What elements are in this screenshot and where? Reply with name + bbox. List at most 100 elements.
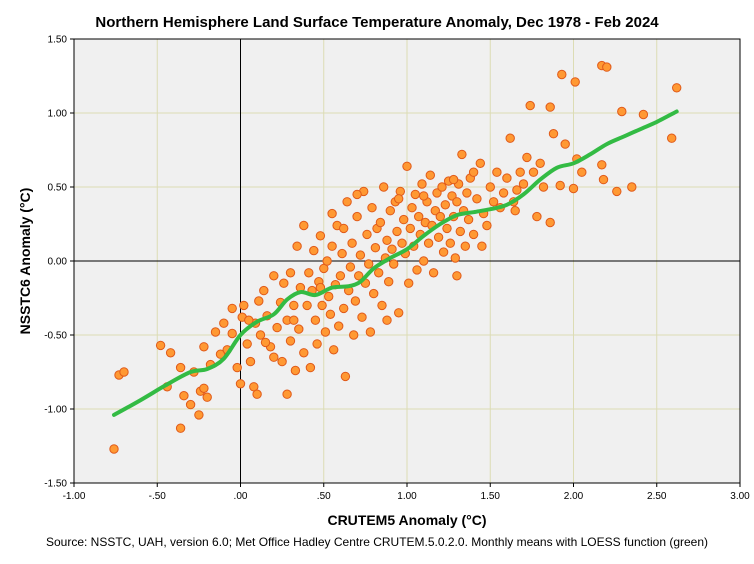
data-point-103 (387, 244, 397, 254)
x-tick-label-7: 2.50 (647, 491, 667, 502)
loess-line (112, 109, 679, 417)
data-point-185 (598, 174, 609, 185)
data-point-78 (345, 262, 356, 272)
data-point-25 (239, 300, 249, 311)
data-point-88 (362, 229, 372, 240)
data-point-152 (472, 194, 482, 204)
data-point-84 (355, 250, 366, 260)
data-point-100 (382, 235, 392, 246)
data-point-5 (165, 348, 176, 358)
y-tick-label-5: 1.00 (48, 109, 68, 120)
data-point-149 (463, 214, 474, 225)
data-point-11 (194, 410, 204, 420)
data-point-102 (385, 206, 395, 216)
data-point-53 (304, 268, 314, 278)
data-point-182 (577, 167, 587, 177)
data-point-98 (379, 182, 389, 192)
data-point-165 (515, 167, 525, 177)
x-tick-label-1: -.50 (149, 491, 167, 502)
data-point-82 (352, 211, 362, 222)
y-tick-label-3: 0.00 (48, 257, 68, 268)
data-point-125 (423, 238, 434, 248)
x-tick-label-6: 2.00 (564, 491, 584, 502)
y-tick-label-6: 1.50 (48, 35, 68, 46)
data-point-54 (305, 362, 316, 373)
data-point-3 (155, 340, 166, 351)
data-point-202 (339, 223, 349, 234)
data-point-76 (342, 197, 352, 207)
data-point-119 (414, 211, 424, 222)
data-point-199 (244, 315, 254, 325)
source-caption: Source: NSSTC, UAH, version 6.0; Met Off… (46, 535, 708, 549)
data-point-113 (404, 278, 414, 288)
data-point-178 (560, 139, 570, 149)
y-tick-label-2: -0.50 (44, 331, 67, 342)
data-point-203 (419, 191, 429, 201)
data-point-195 (394, 194, 404, 204)
data-point-18 (215, 349, 226, 359)
data-point-153 (475, 158, 485, 169)
data-point-206 (452, 271, 462, 281)
data-point-135 (440, 200, 450, 210)
data-point-31 (254, 296, 264, 306)
data-point-132 (435, 211, 445, 222)
data-point-26 (242, 339, 252, 349)
data-point-71 (334, 321, 344, 331)
data-point-9 (185, 399, 196, 410)
data-point-117 (410, 189, 420, 200)
data-point-6 (175, 423, 186, 433)
data-point-201 (282, 389, 292, 399)
data-point-73 (337, 248, 347, 259)
data-point-41 (279, 278, 289, 288)
data-point-96 (375, 217, 386, 228)
data-point-63 (320, 327, 331, 337)
data-point-40 (277, 356, 287, 367)
data-point-198 (260, 337, 271, 348)
data-point-136 (442, 223, 452, 234)
data-point-107 (394, 308, 404, 318)
data-point-72 (335, 271, 346, 281)
y-axis-title: NSSTC6 Anomaly (°C) (17, 188, 33, 335)
y-axis-ticks: -1.50 -1.00 -0.50 0.00 0.50 1.00 1.50 (44, 35, 74, 490)
data-point-170 (532, 211, 542, 222)
data-point-179 (568, 183, 579, 194)
data-point-142 (452, 197, 462, 207)
data-point-23 (235, 379, 246, 389)
data-point-65 (324, 291, 334, 302)
data-point-47 (292, 241, 302, 251)
data-point-51 (299, 348, 309, 358)
data-point-188 (617, 106, 627, 117)
data-point-93 (370, 243, 381, 253)
x-tick-label-3: .50 (317, 491, 331, 502)
data-point-205 (510, 206, 520, 216)
data-point-130 (432, 188, 442, 198)
data-point-44 (285, 268, 296, 278)
data-point-209 (289, 315, 299, 325)
x-axis-ticks: -1.00 -.50 .00 .50 1.00 1.50 2.00 2.50 3.00 (63, 483, 750, 502)
data-point-192 (672, 83, 682, 93)
data-point-74 (339, 303, 349, 314)
data-point-89 (364, 259, 374, 269)
data-point-144 (455, 226, 465, 237)
data-point-32 (255, 330, 266, 340)
data-point-52 (302, 300, 312, 311)
data-point-176 (555, 180, 565, 191)
x-axis-title: CRUTEM5 Anomaly (°C) (327, 512, 486, 528)
data-point-68 (329, 345, 339, 355)
x-tick-label-5: 1.50 (481, 491, 501, 502)
data-point-164 (512, 185, 522, 195)
data-point-64 (322, 256, 332, 266)
data-point-128 (428, 268, 439, 278)
data-point-101 (384, 277, 394, 287)
data-point-79 (347, 238, 357, 248)
data-point-21 (227, 328, 237, 339)
data-point-48 (294, 324, 304, 334)
data-point-95 (374, 268, 384, 278)
data-point-126 (425, 170, 435, 180)
data-point-157 (488, 197, 499, 207)
x-tick-label-8: 3.00 (730, 491, 750, 502)
data-point-141 (450, 253, 460, 263)
data-point-147 (460, 241, 470, 251)
data-point-171 (535, 158, 545, 169)
data-point-57 (310, 315, 321, 325)
